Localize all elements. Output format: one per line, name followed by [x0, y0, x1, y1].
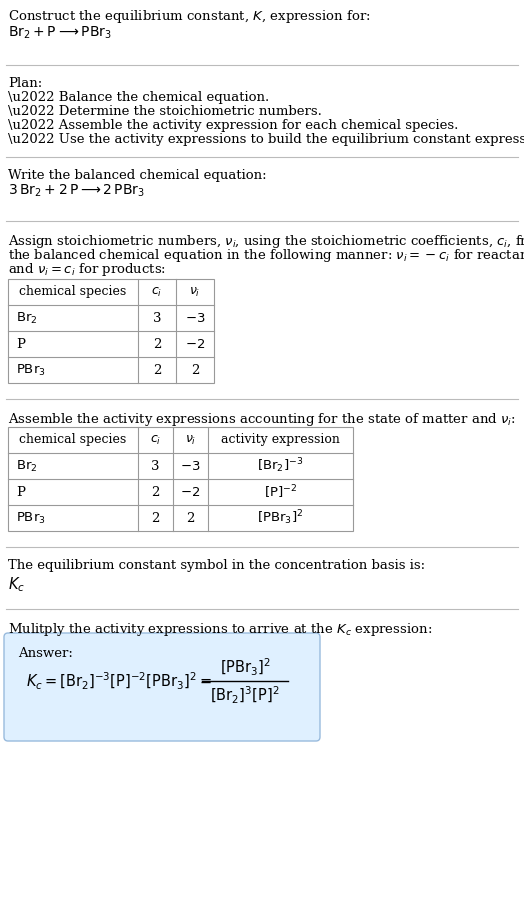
Text: 2: 2 — [151, 512, 160, 524]
Text: $\mathrm{Br_2 + P \longrightarrow PBr_3}$: $\mathrm{Br_2 + P \longrightarrow PBr_3}… — [8, 25, 112, 41]
Text: chemical species: chemical species — [19, 286, 127, 298]
Text: $\nu_i$: $\nu_i$ — [185, 433, 196, 447]
Text: $\mathrm{3\,Br_2 + 2\,P \longrightarrow 2\,PBr_3}$: $\mathrm{3\,Br_2 + 2\,P \longrightarrow … — [8, 183, 145, 199]
Text: Assemble the activity expressions accounting for the state of matter and $\nu_i$: Assemble the activity expressions accoun… — [8, 411, 516, 428]
Text: $\mathrm{PBr_3}$: $\mathrm{PBr_3}$ — [16, 362, 46, 378]
Text: $-2$: $-2$ — [185, 338, 205, 350]
Text: The equilibrium constant symbol in the concentration basis is:: The equilibrium constant symbol in the c… — [8, 559, 425, 572]
Text: Assign stoichiometric numbers, $\nu_i$, using the stoichiometric coefficients, $: Assign stoichiometric numbers, $\nu_i$, … — [8, 233, 524, 250]
Text: $K_c = [\mathrm{Br_2}]^{-3}[\mathrm{P}]^{-2}[\mathrm{PBr_3}]^{2} = $: $K_c = [\mathrm{Br_2}]^{-3}[\mathrm{P}]^… — [26, 670, 212, 692]
Text: Construct the equilibrium constant, $K$, expression for:: Construct the equilibrium constant, $K$,… — [8, 8, 370, 25]
Text: P: P — [16, 486, 25, 498]
Text: Plan:: Plan: — [8, 77, 42, 90]
Text: Answer:: Answer: — [18, 647, 73, 660]
Bar — [8, 279, 214, 383]
Text: $[\mathrm{Br_2}]^{3}[\mathrm{P}]^{2}$: $[\mathrm{Br_2}]^{3}[\mathrm{P}]^{2}$ — [210, 685, 280, 705]
Text: and $\nu_i = c_i$ for products:: and $\nu_i = c_i$ for products: — [8, 261, 166, 278]
Text: Write the balanced chemical equation:: Write the balanced chemical equation: — [8, 169, 267, 182]
Text: 3: 3 — [153, 312, 161, 324]
Text: $\nu_i$: $\nu_i$ — [189, 286, 201, 298]
Text: 3: 3 — [151, 460, 160, 472]
Text: $\mathrm{PBr_3}$: $\mathrm{PBr_3}$ — [16, 511, 46, 525]
Text: Mulitply the activity expressions to arrive at the $K_c$ expression:: Mulitply the activity expressions to arr… — [8, 621, 432, 638]
Text: P: P — [16, 338, 25, 350]
Text: 2: 2 — [151, 486, 160, 498]
Text: $-2$: $-2$ — [180, 486, 201, 498]
Text: $\mathrm{Br_2}$: $\mathrm{Br_2}$ — [16, 311, 38, 325]
Text: $c_i$: $c_i$ — [151, 286, 162, 298]
Text: chemical species: chemical species — [19, 433, 127, 447]
Bar — [8, 427, 353, 531]
Text: $[\mathrm{PBr_3}]^{2}$: $[\mathrm{PBr_3}]^{2}$ — [220, 657, 270, 678]
Text: \u2022 Use the activity expressions to build the equilibrium constant expression: \u2022 Use the activity expressions to b… — [8, 133, 524, 146]
Text: $c_i$: $c_i$ — [150, 433, 161, 447]
Text: $[\mathrm{PBr_3}]^{2}$: $[\mathrm{PBr_3}]^{2}$ — [257, 509, 303, 527]
Text: 2: 2 — [187, 512, 195, 524]
Text: activity expression: activity expression — [221, 433, 340, 447]
Text: the balanced chemical equation in the following manner: $\nu_i = -c_i$ for react: the balanced chemical equation in the fo… — [8, 247, 524, 264]
Text: \u2022 Determine the stoichiometric numbers.: \u2022 Determine the stoichiometric numb… — [8, 105, 322, 118]
Text: 2: 2 — [153, 338, 161, 350]
Text: $-3$: $-3$ — [185, 312, 205, 324]
Text: \u2022 Balance the chemical equation.: \u2022 Balance the chemical equation. — [8, 91, 269, 104]
Text: 2: 2 — [191, 363, 199, 377]
Text: 2: 2 — [153, 363, 161, 377]
Text: $-3$: $-3$ — [180, 460, 201, 472]
Text: $K_c$: $K_c$ — [8, 575, 25, 594]
Text: $[\mathrm{Br_2}]^{-3}$: $[\mathrm{Br_2}]^{-3}$ — [257, 457, 303, 476]
Text: $\mathrm{Br_2}$: $\mathrm{Br_2}$ — [16, 459, 38, 474]
Text: \u2022 Assemble the activity expression for each chemical species.: \u2022 Assemble the activity expression … — [8, 119, 458, 132]
FancyBboxPatch shape — [4, 633, 320, 741]
Text: $[\mathrm{P}]^{-2}$: $[\mathrm{P}]^{-2}$ — [264, 483, 297, 501]
